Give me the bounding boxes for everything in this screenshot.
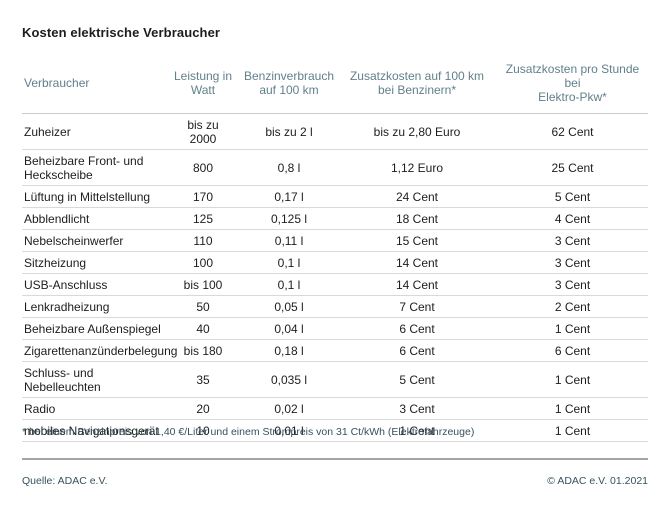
table-cell: 35 [165, 361, 241, 398]
table-cell: 0,035 l [241, 361, 337, 398]
table-cell: USB-Anschluss [22, 273, 165, 296]
table-cell: bis 180 [165, 339, 241, 362]
table-cell: 18 Cent [337, 207, 497, 230]
table-cell: 6 Cent [337, 317, 497, 340]
table-row: Lüftung in Mittelstellung 170 0,17 l 24 Cen… [22, 185, 648, 208]
table-cell: 14 Cent [337, 273, 497, 296]
table-cell: 40 [165, 317, 241, 340]
table-cell: 0,01 l [241, 419, 337, 442]
table-body: Zuheizer bis zu 2000 bis zu 2 l bis zu 2,80… [22, 113, 648, 442]
table-cell: 7 Cent [337, 295, 497, 318]
table-cell: 0,1 l [241, 251, 337, 274]
table-cell: 5 Cent [497, 185, 648, 208]
column-header: Zusatzkosten auf 100 km bei Benzinern* [337, 56, 497, 114]
copyright-text: © ADAC e.V. 01.2021 [547, 475, 648, 487]
table-cell: bis zu 2000 [165, 113, 241, 150]
table-cell: 15 Cent [337, 229, 497, 252]
table-cell: 24 Cent [337, 185, 497, 208]
table-cell: 1 Cent [497, 317, 648, 340]
source-text: Quelle: ADAC e.V. [22, 475, 108, 487]
page-title: Kosten elektrische Verbraucher [22, 25, 221, 40]
column-header: Leistung in Watt [165, 56, 241, 114]
table-cell: 10 [165, 419, 241, 442]
column-header: Zusatzkosten pro Stunde bei Elektro-Pkw* [497, 56, 648, 114]
table-cell: 0,02 l [241, 397, 337, 420]
table-cell: 20 [165, 397, 241, 420]
header-row: Verbraucher Leistung in Watt Benzinverbrau… [22, 56, 648, 114]
table-cell: 4 Cent [497, 207, 648, 230]
table-cell: 170 [165, 185, 241, 208]
table-cell: 0,125 l [241, 207, 337, 230]
table-cell: 6 Cent [497, 339, 648, 362]
table-cell: 6 Cent [337, 339, 497, 362]
table-cell: 3 Cent [337, 397, 497, 420]
table-cell: 100 [165, 251, 241, 274]
table-row: Abblendlicht 125 0,125 l 18 Cent 4 Cent [22, 207, 648, 230]
table-cell: 800 [165, 149, 241, 186]
column-header: Benzinverbrauch auf 100 km [241, 56, 337, 114]
table-cell: 2 Cent [497, 295, 648, 318]
table-cell: 62 Cent [497, 113, 648, 150]
table-row: Nebelscheinwerfer 110 0,11 l 15 Cent 3 Cent [22, 229, 648, 252]
table-cell: Schluss- und Nebelleuchten [22, 361, 165, 398]
table-cell: 125 [165, 207, 241, 230]
table-cell: 25 Cent [497, 149, 648, 186]
table-cell: 1,12 Euro [337, 149, 497, 186]
table-cell: 1 Cent [337, 419, 497, 442]
table-cell: 1 Cent [497, 397, 648, 420]
consumption-table: Verbraucher Leistung in Watt Benzinverbrau… [22, 56, 648, 442]
table-row: USB-Anschluss bis 100 0,1 l 14 Cent 3 Cent [22, 273, 648, 296]
table-cell: 0,11 l [241, 229, 337, 252]
table-cell: bis 100 [165, 273, 241, 296]
table-cell: 0,17 l [241, 185, 337, 208]
table-cell: bis zu 2,80 Euro [337, 113, 497, 150]
table-cell: 14 Cent [337, 251, 497, 274]
table-cell: 0,18 l [241, 339, 337, 362]
table-cell: 3 Cent [497, 251, 648, 274]
table-cell: Beheizbare Außenspiegel [22, 317, 165, 340]
table-cell: mobiles Navigationsgerät [22, 419, 165, 442]
table-cell: Lüftung in Mittelstellung [22, 185, 165, 208]
footer-divider [22, 458, 648, 460]
table-cell: 3 Cent [497, 273, 648, 296]
table-cell: 3 Cent [497, 229, 648, 252]
table-cell: 0,8 l [241, 149, 337, 186]
table-cell: 0,1 l [241, 273, 337, 296]
table-cell: Beheizbare Front- und Heckscheibe [22, 149, 165, 186]
table-cell: 1 Cent [497, 361, 648, 398]
table-cell: Zuheizer [22, 113, 165, 150]
table-cell: Sitzheizung [22, 251, 165, 274]
table-cell: Zigarettenanzünderbelegung [22, 339, 177, 362]
column-header: Verbraucher [22, 56, 165, 114]
table-cell: 110 [165, 229, 241, 252]
table-cell: Lenkradheizung [22, 295, 165, 318]
table-cell: 50 [165, 295, 241, 318]
table-header: Verbraucher Leistung in Watt Benzinverbrau… [22, 56, 648, 114]
table-cell: Nebelscheinwerfer [22, 229, 165, 252]
consumption-table-container: Verbraucher Leistung in Watt Benzinverbrau… [22, 56, 648, 442]
table-row: Beheizbare Front- und Heckscheibe 800 0,8 … [22, 149, 648, 186]
table-cell: 5 Cent [337, 361, 497, 398]
table-row: Sitzheizung 100 0,1 l 14 Cent 3 Cent [22, 251, 648, 274]
table-cell: 1 Cent [497, 419, 648, 442]
table-cell: Radio [22, 397, 165, 420]
table-cell: 0,05 l [241, 295, 337, 318]
table-cell: 0,04 l [241, 317, 337, 340]
table-cell: Abblendlicht [22, 207, 165, 230]
table-row: Zuheizer bis zu 2000 bis zu 2 l bis zu 2,80… [22, 113, 648, 150]
footnote-text: * bei einem Benzinpreis von 1,40 €/Liter… [22, 426, 475, 438]
table-cell: bis zu 2 l [241, 113, 337, 150]
